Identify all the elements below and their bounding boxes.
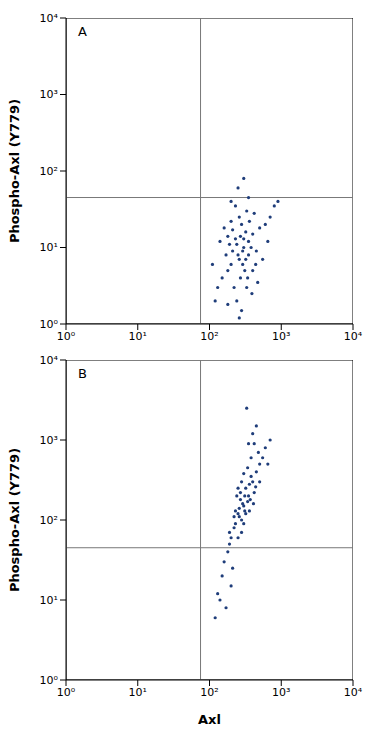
svg-text:Phospho-Axl (Y779): Phospho-Axl (Y779) (8, 448, 22, 592)
svg-text:10¹: 10¹ (129, 330, 147, 343)
svg-text:10⁴: 10⁴ (344, 330, 363, 343)
html-text:A: A (78, 24, 87, 39)
svg-text:10⁰: 10⁰ (57, 686, 76, 699)
svg-text:Phospho-Axl (Y779): Phospho-Axl (Y779) (8, 99, 22, 243)
svg-text:10²: 10² (40, 514, 58, 527)
svg-text:10²: 10² (200, 330, 218, 343)
svg-text:10³: 10³ (272, 686, 290, 699)
svg-text:10⁴: 10⁴ (40, 354, 59, 367)
svg-text:10⁴: 10⁴ (40, 12, 59, 25)
svg-text:10⁰: 10⁰ (40, 674, 59, 687)
svg-text:10⁰: 10⁰ (40, 318, 59, 331)
svg-text:10⁴: 10⁴ (344, 686, 363, 699)
svg-text:10¹: 10¹ (129, 686, 147, 699)
svg-text:10³: 10³ (40, 434, 58, 447)
svg-text:10²: 10² (200, 686, 218, 699)
svg-text:10¹: 10¹ (40, 241, 58, 254)
html-text:B: B (78, 366, 87, 381)
svg-text:10³: 10³ (272, 330, 290, 343)
svg-text:10¹: 10¹ (40, 594, 58, 607)
svg-text:10²: 10² (40, 165, 58, 178)
svg-text:Axl: Axl (198, 712, 221, 727)
svg-text:10³: 10³ (40, 88, 58, 101)
svg-text:10⁰: 10⁰ (57, 330, 76, 343)
